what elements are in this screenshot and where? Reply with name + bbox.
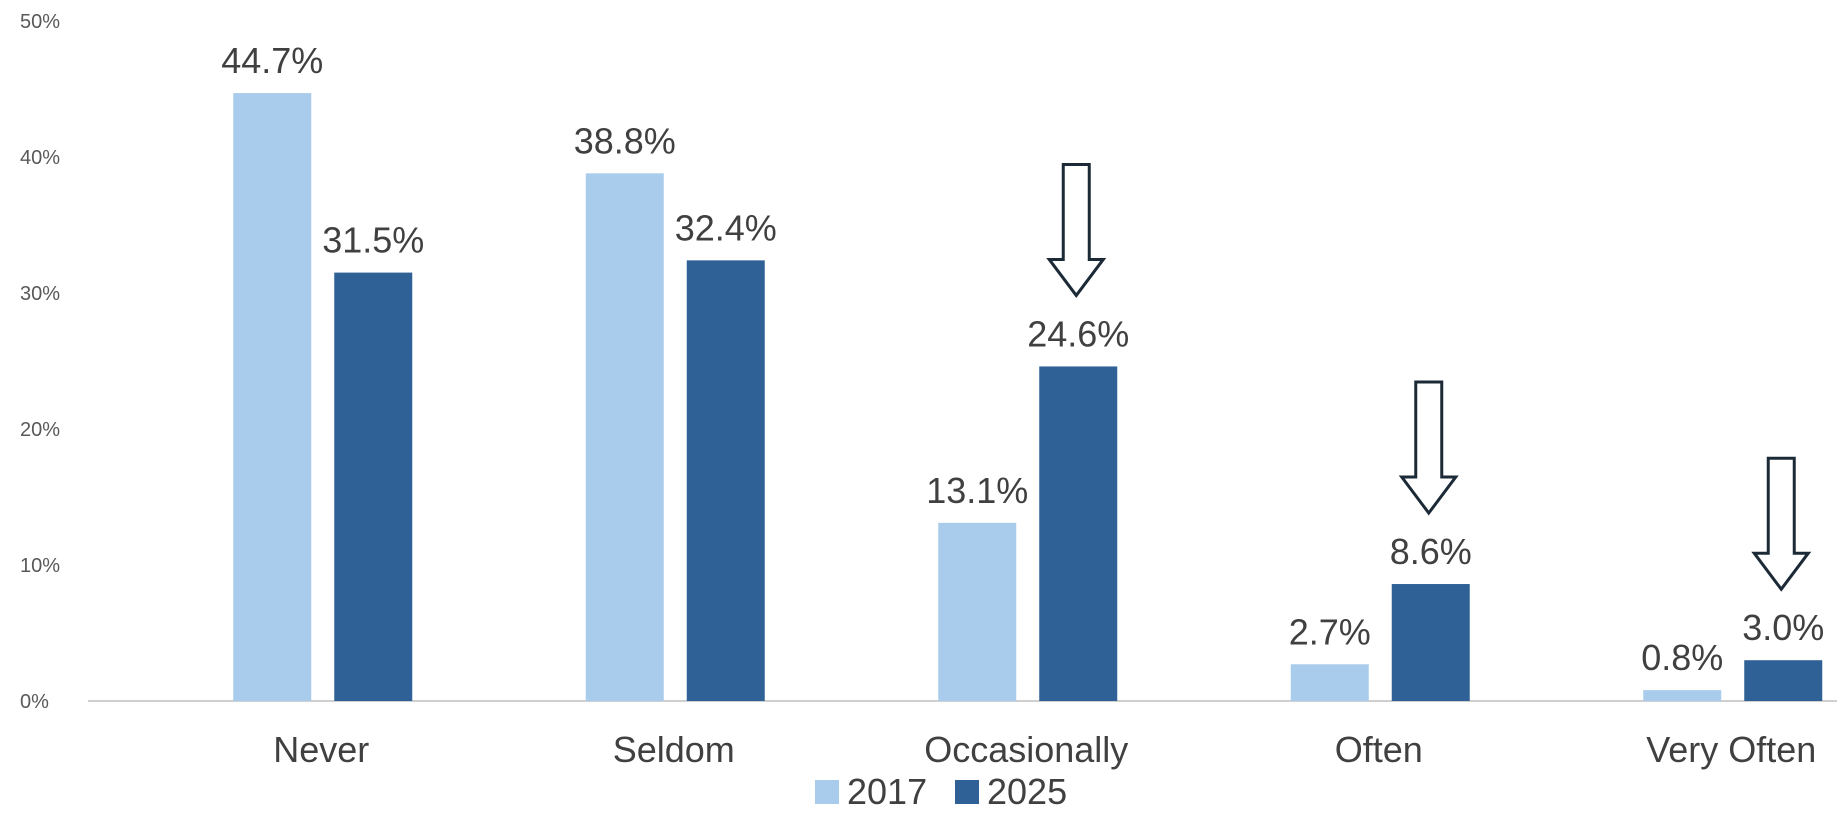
data-label: 24.6% bbox=[1027, 313, 1129, 354]
x-tick-label: Seldom bbox=[613, 729, 735, 770]
data-label: 32.4% bbox=[675, 207, 777, 248]
data-label: 0.8% bbox=[1641, 637, 1723, 678]
data-label: 38.8% bbox=[574, 120, 676, 161]
bar-2017-very-often bbox=[1643, 690, 1722, 701]
bars-group bbox=[233, 93, 1823, 701]
data-label: 31.5% bbox=[322, 220, 424, 261]
y-tick-label: 20% bbox=[20, 419, 60, 441]
data-label: 3.0% bbox=[1742, 607, 1824, 648]
data-label: 44.7% bbox=[221, 40, 323, 81]
y-axis-ticks: 0% 10% 20% 30% 40% 50% bbox=[20, 11, 60, 713]
bar-2025-never bbox=[334, 272, 413, 701]
data-label: 8.6% bbox=[1390, 531, 1472, 572]
data-label: 13.1% bbox=[926, 470, 1028, 511]
legend-swatch-2017 bbox=[815, 780, 839, 804]
bar-2017-seldom bbox=[585, 173, 664, 701]
annotation-arrows-group bbox=[1046, 162, 1812, 592]
x-tick-label: Never bbox=[273, 729, 369, 770]
y-tick-label: 10% bbox=[20, 555, 60, 577]
bar-2017-occasionally bbox=[938, 522, 1017, 701]
y-tick-label: 0% bbox=[20, 691, 49, 713]
x-tick-label: Occasionally bbox=[924, 729, 1128, 770]
x-tick-label: Often bbox=[1335, 729, 1423, 770]
data-labels-group: 44.7% 38.8% 13.1% 2.7% 0.8% 31.5% 32.4% 24.6% 8.… bbox=[221, 40, 1824, 678]
legend-label-2025: 2025 bbox=[987, 771, 1067, 812]
y-tick-label: 50% bbox=[20, 11, 60, 33]
x-axis-ticks: Never Seldom Occasionally Often Very Often bbox=[273, 729, 1816, 770]
data-label: 2.7% bbox=[1289, 611, 1371, 652]
down-arrow-icon bbox=[1398, 380, 1459, 516]
legend-label-2017: 2017 bbox=[847, 771, 927, 812]
x-tick-label: Very Often bbox=[1646, 729, 1816, 770]
bar-2025-occasionally bbox=[1039, 366, 1118, 701]
bar-2025-often bbox=[1391, 584, 1470, 701]
y-tick-label: 30% bbox=[20, 283, 60, 305]
bar-2017-never bbox=[233, 93, 312, 701]
down-arrow-icon bbox=[1046, 162, 1107, 298]
bar-2017-often bbox=[1290, 664, 1369, 701]
bar-2025-very-often bbox=[1744, 660, 1823, 701]
legend: 2017 2025 bbox=[815, 771, 1067, 812]
bar-2025-seldom bbox=[686, 260, 765, 701]
legend-swatch-2025 bbox=[955, 780, 979, 804]
down-arrow-icon bbox=[1751, 456, 1812, 592]
y-tick-label: 40% bbox=[20, 147, 60, 169]
